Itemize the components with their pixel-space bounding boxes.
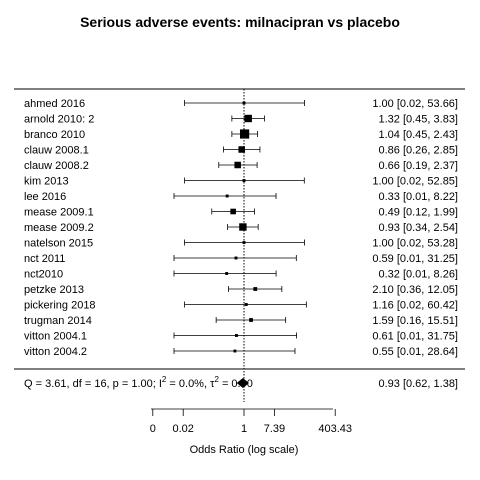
- study-row: pickering 2018 1.16 [0.02, 60.42]: [24, 300, 458, 312]
- point-estimate: [239, 223, 247, 231]
- x-tick-label: 403.43: [318, 423, 352, 435]
- study-label: vitton 2004.2: [24, 346, 87, 358]
- x-axis: 0 0.02 1 7.39 403.43: [150, 408, 352, 435]
- study-label: nct 2011: [24, 253, 65, 265]
- study-label: clauw 2008.1: [24, 145, 89, 157]
- ci-text: 0.32 [0.01, 8.26]: [378, 269, 458, 281]
- study-label: pickering 2018: [24, 300, 96, 312]
- x-tick-label: 0.02: [172, 423, 193, 435]
- study-row: lee 2016 0.33 [0.01, 8.22]: [24, 191, 458, 203]
- ci-text: 1.00 [0.02, 53.28]: [372, 238, 458, 250]
- study-row: vitton 2004.1 0.61 [0.01, 31.75]: [24, 331, 458, 343]
- study-label: kim 2013: [24, 176, 69, 188]
- point-estimate: [253, 287, 258, 291]
- point-estimate: [244, 303, 248, 306]
- study-label: natelson 2015: [24, 238, 93, 250]
- summary-label: Q = 3.61, df = 16, p = 1.00; I2 = 0.0%, …: [24, 375, 253, 390]
- summary-row: Q = 3.61, df = 16, p = 1.00; I2 = 0.0%, …: [24, 375, 458, 390]
- ci-text: 0.49 [0.12, 1.99]: [378, 207, 458, 219]
- study-row: nct2010 0.32 [0.01, 8.26]: [24, 269, 458, 281]
- point-estimate: [230, 208, 236, 215]
- study-rows: ahmed 2016 1.00 [0.02, 53.66] arnold 2010:…: [24, 98, 458, 358]
- study-row: arnold 2010: 2 1.32 [0.45, 3.83]: [24, 114, 458, 126]
- study-label: branco 2010: [24, 129, 85, 141]
- summary-diamond: [236, 378, 249, 388]
- x-tick-label: 1: [241, 423, 247, 435]
- study-row: nct 2011 0.59 [0.01, 31.25]: [24, 253, 458, 265]
- study-label: lee 2016: [24, 191, 66, 203]
- point-estimate: [225, 272, 229, 275]
- ci-text: 1.04 [0.45, 2.43]: [378, 129, 458, 141]
- ci-text: 0.55 [0.01, 28.64]: [372, 346, 458, 358]
- study-label: petzke 2013: [24, 284, 84, 296]
- study-label: arnold 2010: 2: [24, 114, 94, 126]
- x-tick-label: 7.39: [264, 423, 285, 435]
- point-estimate: [225, 194, 229, 198]
- point-estimate: [233, 349, 237, 353]
- study-row: trugman 2014 1.59 [0.16, 15.51]: [24, 315, 458, 327]
- study-row: vitton 2004.2 0.55 [0.01, 28.64]: [24, 346, 458, 358]
- point-estimate: [242, 179, 246, 182]
- point-estimate: [234, 161, 241, 169]
- x-axis-label: Odds Ratio (log scale): [190, 444, 299, 456]
- point-estimate: [239, 129, 250, 139]
- study-row: mease 2009.1 0.49 [0.12, 1.99]: [24, 207, 458, 219]
- point-estimate: [234, 256, 238, 260]
- point-estimate: [235, 334, 238, 337]
- ci-text: 2.10 [0.36, 12.05]: [372, 284, 458, 296]
- study-row: clauw 2008.2 0.66 [0.19, 2.37]: [24, 160, 458, 172]
- summary-label-mid: = 0.0%, τ: [166, 378, 215, 390]
- ci-text: 0.66 [0.19, 2.37]: [378, 160, 458, 172]
- summary-label-sup-i: 2: [162, 375, 167, 384]
- study-label: vitton 2004.1: [24, 331, 87, 343]
- study-label: mease 2009.1: [24, 207, 94, 219]
- ci-text: 1.59 [0.16, 15.51]: [372, 315, 458, 327]
- study-label: mease 2009.2: [24, 222, 94, 234]
- ci-text: 0.93 [0.34, 2.54]: [378, 222, 458, 234]
- ci-text: 0.61 [0.01, 31.75]: [372, 331, 458, 343]
- study-row: clauw 2008.1 0.86 [0.26, 2.85]: [24, 145, 458, 157]
- x-tick-label: 0: [150, 423, 156, 435]
- summary-ci-text: 0.93 [0.62, 1.38]: [378, 378, 458, 390]
- ci-text: 0.86 [0.26, 2.85]: [378, 145, 458, 157]
- chart-title: Serious adverse events: milnacipran vs p…: [80, 14, 400, 30]
- study-label: ahmed 2016: [24, 98, 85, 110]
- point-estimate: [244, 114, 252, 123]
- ci-text: 1.16 [0.02, 60.42]: [372, 300, 458, 312]
- point-estimate: [242, 101, 246, 105]
- study-label: clauw 2008.2: [24, 160, 89, 172]
- ci-text: 1.32 [0.45, 3.83]: [378, 114, 458, 126]
- study-row: kim 2013 1.00 [0.02, 52.85]: [24, 176, 458, 188]
- ci-text: 1.00 [0.02, 53.66]: [372, 98, 458, 110]
- study-row: petzke 2013 2.10 [0.36, 12.05]: [24, 284, 458, 296]
- ci-text: 0.59 [0.01, 31.25]: [372, 253, 458, 265]
- ci-text: 1.00 [0.02, 52.85]: [372, 176, 458, 188]
- point-estimate: [238, 146, 245, 153]
- point-estimate: [249, 318, 253, 322]
- study-row: natelson 2015 1.00 [0.02, 53.28]: [24, 238, 458, 250]
- study-label: nct2010: [24, 269, 63, 281]
- summary-label-post: = 0.00: [219, 378, 253, 390]
- study-row: mease 2009.2 0.93 [0.34, 2.54]: [24, 222, 458, 234]
- study-row: branco 2010 1.04 [0.45, 2.43]: [24, 129, 458, 141]
- point-estimate: [242, 241, 246, 244]
- study-row: ahmed 2016 1.00 [0.02, 53.66]: [24, 98, 458, 110]
- ci-text: 0.33 [0.01, 8.22]: [378, 191, 458, 203]
- summary-label-pre: Q = 3.61, df = 16, p = 1.00; I: [24, 378, 162, 390]
- study-label: trugman 2014: [24, 315, 92, 327]
- summary-label-sup-t: 2: [214, 375, 219, 384]
